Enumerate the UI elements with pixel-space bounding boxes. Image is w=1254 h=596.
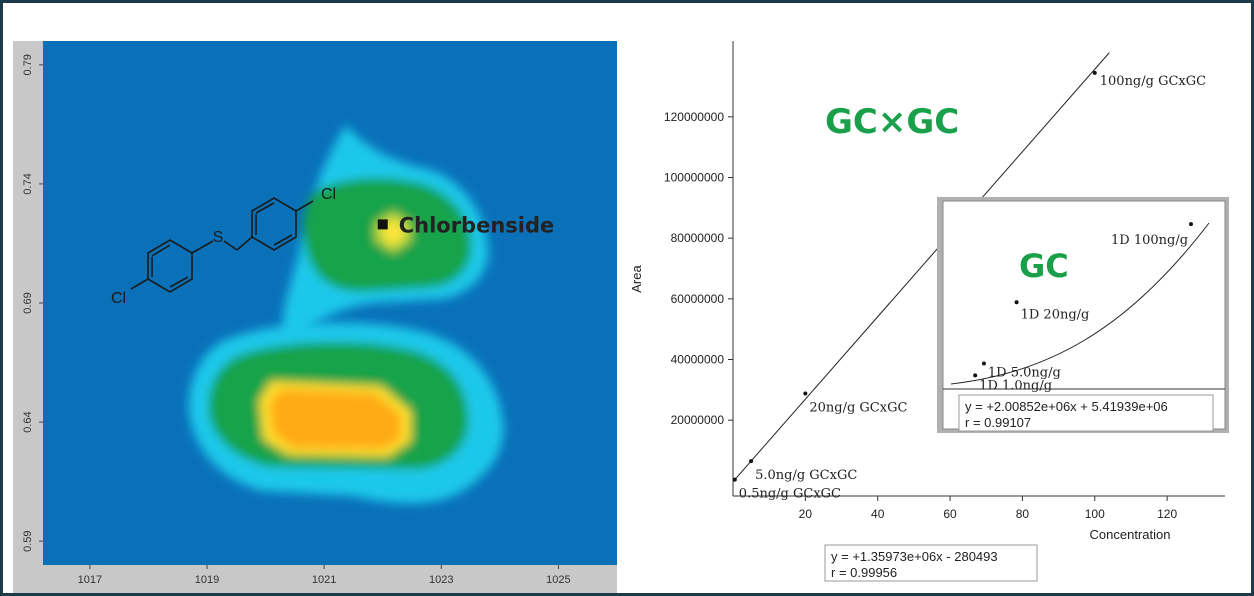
gc-inset: 1D 1.0ng/g1D 5.0ng/g1D 20ng/g1D 100ng/g …: [937, 197, 1229, 433]
y-tick-label: 80000000: [671, 231, 725, 245]
gc-points: 1D 1.0ng/g1D 5.0ng/g 1D 20ng/g 1D 100ng/g: [973, 222, 1193, 393]
chlorine-label-left: Cl: [111, 290, 126, 307]
y-tick-label: 100000000: [664, 171, 724, 185]
lower-peak: [188, 322, 504, 504]
gc-title: GC: [1019, 247, 1069, 285]
x-tick-label: 60: [943, 507, 957, 521]
gc-point-label: 1D 5.0ng/g: [988, 366, 1061, 381]
y-tick-label: 60000000: [671, 292, 725, 306]
gcxgc-point-label: 100ng/g GCxGC: [1100, 74, 1206, 89]
x-tick-label: 1023: [429, 574, 453, 586]
gcxgc-title: GC×GC: [825, 102, 959, 142]
y-tick-label: 0.79: [22, 54, 34, 75]
inset-panel: [942, 200, 1226, 430]
gc-equation-box: [958, 394, 1214, 432]
gc-point-label: 1D 1.0ng/g: [979, 378, 1052, 393]
x-axis-ticks: 20 40 60 80 100 120: [799, 496, 1177, 521]
gcxgc-equation: y = +1.35973e+06x - 280493: [831, 549, 998, 564]
x-tick-label: 100: [1085, 507, 1105, 521]
x-axis-ticks: 1017 1019 1021 1023 1025: [78, 565, 571, 586]
x-axis-label: Concentration: [1090, 527, 1171, 542]
gc-point: [973, 373, 978, 378]
gcxgc-points: 0.5ng/g GCxGC 5.0ng/g GCxGC 20ng/g GCxGC 10…: [732, 70, 1206, 502]
peak-label: Chlorbenside: [399, 213, 555, 237]
gcxgc-equation-box: [824, 544, 1038, 582]
gc-point-label: 1D 20ng/g: [1021, 307, 1090, 322]
gcxgc-point: [749, 459, 754, 464]
calibration-chart: 20000000 40000000 60000000 80000000 10000000…: [629, 41, 1229, 582]
gcxgc-point-label: 0.5ng/g GCxGC: [739, 487, 841, 502]
gcxgc-point: [803, 391, 808, 396]
gc-point: [1014, 300, 1019, 305]
y-tick-label: 0.59: [22, 530, 34, 551]
y-tick-label: 0.74: [22, 173, 34, 194]
gc-equation: y = +2.00852e+06x + 5.41939e+06: [965, 399, 1168, 414]
gc-r-value: r = 0.99107: [965, 415, 1031, 430]
x-tick-label: 1025: [546, 574, 570, 586]
sulfur-label: S: [213, 229, 224, 246]
chlorbenside-structure: [130, 197, 314, 293]
gc-fit-curve: [950, 222, 1210, 385]
gc-point: [981, 361, 986, 366]
y-axis-ticks: 0.59 0.64 0.69 0.74 0.79: [22, 54, 43, 552]
gc-point: [1189, 222, 1193, 227]
y-tick-label: 20000000: [671, 413, 725, 427]
x-tick-label: 80: [1016, 507, 1030, 521]
y-axis-label: Area: [629, 265, 644, 293]
gcxgc-point: [1092, 70, 1097, 75]
y-tick-label: 0.69: [22, 292, 34, 313]
x-tick-label: 1017: [78, 574, 102, 586]
x-tick-label: 1019: [195, 574, 219, 586]
chlorbenside-peak: [283, 125, 489, 346]
x-tick-label: 20: [799, 507, 813, 521]
gc-point-label: 1D 100ng/g: [1111, 233, 1188, 248]
gcxgc-point-label: 20ng/g GCxGC: [809, 400, 907, 415]
gcxgc-contour-plot: S Cl Cl Chlorbenside 1017 1019 1021 1023 102…: [13, 41, 617, 593]
x-tick-label: 1021: [312, 574, 336, 586]
peak-marker: [377, 219, 388, 230]
y-tick-label: 40000000: [671, 353, 725, 367]
y-tick-label: 120000000: [664, 110, 724, 124]
gcxgc-fit-line: [732, 52, 1110, 483]
x-tick-label: 40: [871, 507, 885, 521]
y-axis-ticks: 20000000 40000000 60000000 80000000 10000000…: [664, 110, 733, 427]
x-tick-label: 120: [1157, 507, 1177, 521]
gcxgc-point: [732, 477, 737, 482]
chlorine-label-right: Cl: [321, 186, 336, 203]
gcxgc-r-value: r = 0.99956: [831, 565, 897, 580]
gcxgc-point-label: 5.0ng/g GCxGC: [755, 468, 857, 483]
y-tick-label: 0.64: [22, 411, 34, 432]
